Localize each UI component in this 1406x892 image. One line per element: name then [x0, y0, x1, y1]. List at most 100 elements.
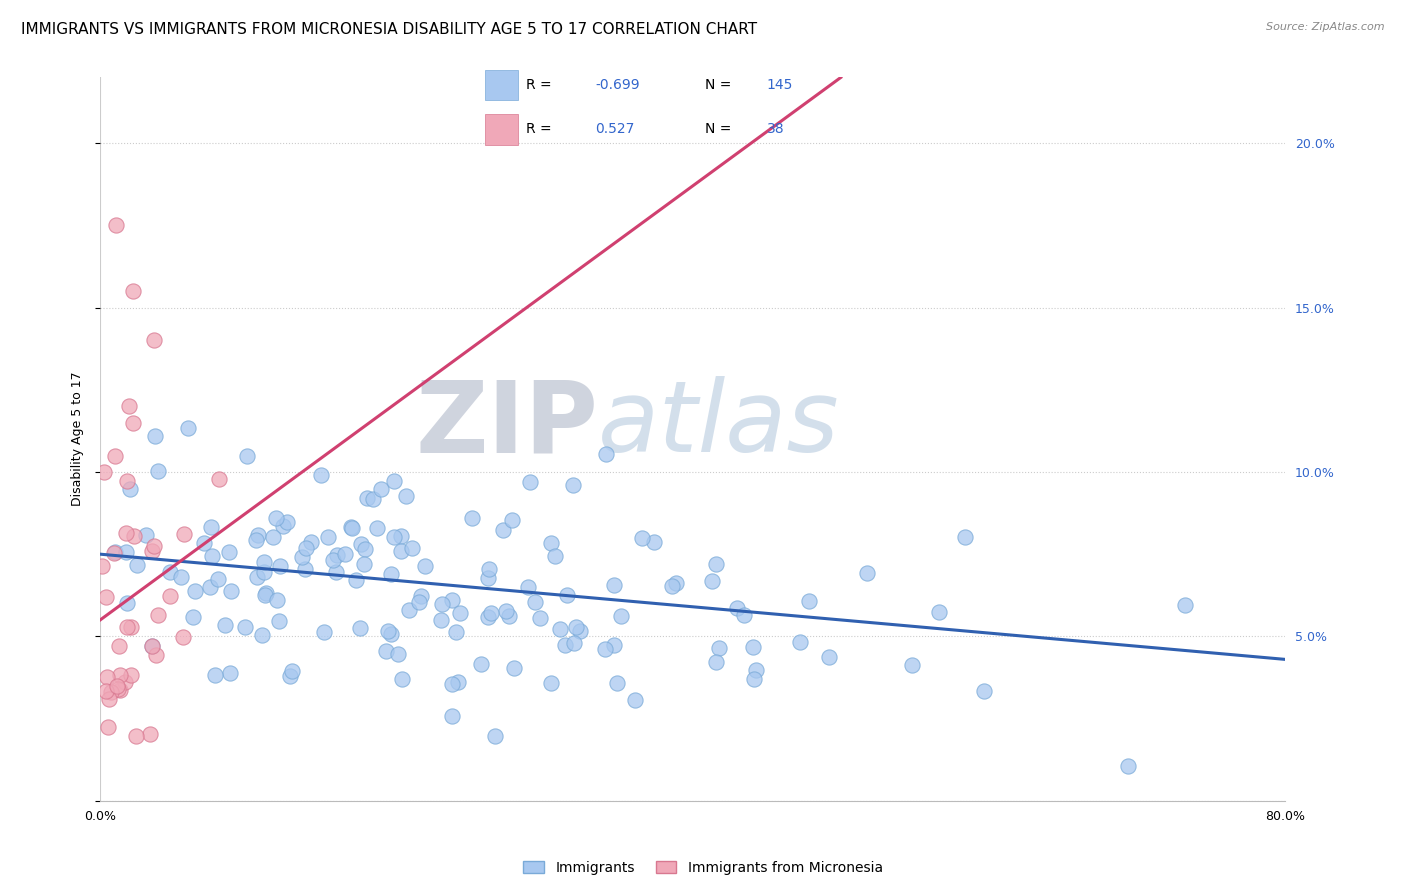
- Point: [340, 520, 363, 534]
- Point: [430, 597, 453, 611]
- Point: [200, 580, 222, 594]
- Point: [502, 660, 524, 674]
- Text: R =: R =: [526, 122, 551, 136]
- Point: [555, 588, 578, 602]
- FancyBboxPatch shape: [485, 70, 519, 100]
- Point: [498, 609, 520, 624]
- Point: [643, 535, 665, 549]
- Point: [340, 521, 363, 535]
- Point: [253, 565, 276, 579]
- Point: [159, 589, 181, 603]
- Point: [603, 578, 626, 592]
- Point: [325, 566, 347, 580]
- Point: [295, 541, 318, 555]
- Point: [114, 675, 136, 690]
- Point: [115, 620, 138, 634]
- Point: [146, 607, 169, 622]
- Point: [122, 284, 145, 298]
- Point: [380, 626, 402, 640]
- Point: [104, 449, 127, 463]
- Point: [294, 562, 316, 576]
- Point: [413, 558, 436, 573]
- Point: [444, 624, 467, 639]
- Point: [159, 566, 181, 580]
- Y-axis label: Disability Age 5 to 17: Disability Age 5 to 17: [72, 372, 84, 507]
- Point: [973, 684, 995, 698]
- Point: [100, 685, 122, 699]
- Point: [561, 477, 583, 491]
- Point: [411, 589, 433, 603]
- Point: [115, 474, 138, 488]
- Point: [523, 595, 546, 609]
- Point: [108, 683, 131, 698]
- Point: [741, 640, 763, 655]
- Text: atlas: atlas: [598, 376, 839, 473]
- Point: [374, 644, 396, 658]
- Point: [110, 667, 132, 681]
- Point: [105, 679, 128, 693]
- Point: [382, 475, 405, 489]
- Point: [181, 610, 204, 624]
- Point: [103, 546, 125, 560]
- Point: [353, 558, 375, 572]
- Point: [253, 555, 276, 569]
- Point: [253, 588, 276, 602]
- Point: [299, 534, 322, 549]
- Point: [565, 619, 588, 633]
- Point: [172, 630, 194, 644]
- Point: [219, 583, 242, 598]
- Point: [118, 399, 141, 413]
- Point: [219, 665, 242, 680]
- Point: [606, 676, 628, 690]
- Point: [855, 566, 877, 580]
- Point: [441, 592, 464, 607]
- Point: [725, 600, 748, 615]
- Point: [326, 548, 349, 562]
- Point: [245, 533, 267, 547]
- Point: [624, 693, 647, 707]
- Point: [484, 729, 506, 743]
- Point: [90, 559, 112, 574]
- Point: [661, 579, 683, 593]
- Point: [105, 219, 128, 233]
- Point: [193, 536, 215, 550]
- Point: [141, 543, 163, 558]
- Point: [311, 467, 333, 482]
- Point: [207, 572, 229, 586]
- Point: [141, 639, 163, 653]
- Point: [143, 540, 166, 554]
- Point: [519, 475, 541, 489]
- Point: [501, 513, 523, 527]
- Point: [266, 593, 288, 607]
- Point: [461, 511, 484, 525]
- Legend: Immigrants, Immigrants from Micronesia: Immigrants, Immigrants from Micronesia: [517, 855, 889, 880]
- Point: [264, 511, 287, 525]
- Point: [267, 614, 290, 628]
- Point: [354, 542, 377, 557]
- Point: [108, 640, 131, 654]
- Point: [704, 557, 727, 571]
- Point: [395, 489, 418, 503]
- Point: [516, 580, 538, 594]
- Point: [115, 596, 138, 610]
- Point: [797, 594, 820, 608]
- Point: [318, 530, 340, 544]
- Point: [398, 603, 420, 617]
- Point: [135, 528, 157, 542]
- Text: Source: ZipAtlas.com: Source: ZipAtlas.com: [1267, 22, 1385, 32]
- Point: [704, 656, 727, 670]
- Point: [262, 530, 284, 544]
- Point: [818, 650, 841, 665]
- Point: [104, 545, 127, 559]
- Point: [1116, 759, 1139, 773]
- Point: [322, 553, 344, 567]
- Text: -0.699: -0.699: [595, 78, 640, 92]
- Point: [125, 729, 148, 743]
- Point: [356, 491, 378, 505]
- Point: [207, 472, 229, 486]
- Point: [366, 521, 388, 535]
- Point: [401, 541, 423, 555]
- Point: [141, 639, 163, 653]
- Point: [200, 519, 222, 533]
- Point: [363, 491, 385, 506]
